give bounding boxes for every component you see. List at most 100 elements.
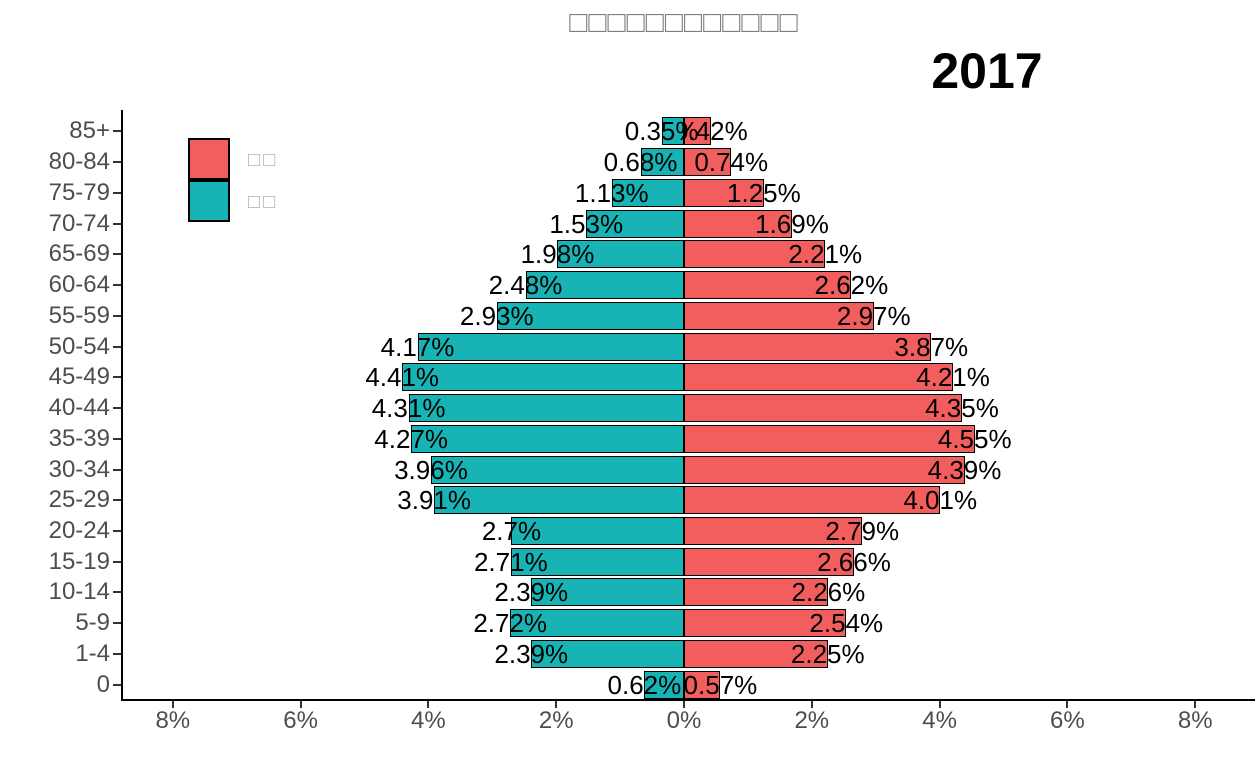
legend-label-female: □□ bbox=[248, 191, 279, 213]
bar-right-55-59 bbox=[684, 301, 874, 330]
bar-right-65-69 bbox=[684, 240, 826, 269]
bar-value-label-right-75-79: 1.25% bbox=[727, 177, 801, 208]
y-axis-label: 25-29 bbox=[48, 486, 110, 514]
bar-value-label-left-30-34: 3.96% bbox=[394, 454, 468, 485]
y-axis-tick bbox=[113, 130, 121, 133]
bar-left-35-39 bbox=[411, 424, 684, 453]
bar-value-label-left-45-49: 4.41% bbox=[365, 362, 440, 393]
bar-left-65-69 bbox=[557, 240, 684, 269]
bar-right-25-29 bbox=[684, 486, 941, 515]
y-axis-tick bbox=[113, 376, 121, 379]
y-axis-tick bbox=[113, 191, 121, 194]
bar-left-50-54 bbox=[417, 332, 684, 361]
y-axis-tick bbox=[113, 437, 121, 440]
bar-value-label-left-80-84: 0.68% bbox=[603, 147, 678, 178]
y-axis-label: 70-74 bbox=[48, 209, 110, 237]
y-axis-label: 85+ bbox=[69, 117, 110, 145]
y-axis-tick bbox=[113, 622, 121, 625]
bar-left-60-64 bbox=[525, 271, 684, 300]
bar-value-label-left-5-9: 2.72% bbox=[473, 608, 548, 639]
legend-label-male: □□ bbox=[248, 149, 279, 171]
bar-left-80-84 bbox=[640, 148, 684, 177]
y-axis-label: 40-44 bbox=[48, 394, 110, 422]
bar-value-label-right-0: 0.57% bbox=[683, 669, 758, 700]
x-axis-label: 4% bbox=[922, 707, 957, 734]
bar-value-label-left-85+: 0.35% bbox=[624, 116, 699, 147]
bar-left-1-4 bbox=[531, 639, 684, 668]
y-axis-label: 55-59 bbox=[48, 301, 110, 329]
bar-right-30-34 bbox=[684, 455, 965, 484]
x-axis-label: 6% bbox=[283, 707, 318, 734]
y-axis-label: 35-39 bbox=[48, 424, 110, 452]
y-axis-label: 50-54 bbox=[48, 332, 110, 360]
x-axis-tick bbox=[171, 701, 174, 708]
legend-key-female bbox=[188, 180, 230, 222]
bar-value-label-left-75-79: 1.13% bbox=[574, 177, 649, 208]
bar-value-label-left-1-4: 2.39% bbox=[494, 638, 569, 669]
bar-value-label-right-20-24: 2.79% bbox=[825, 515, 900, 546]
y-axis-line bbox=[121, 110, 123, 701]
bar-left-40-44 bbox=[408, 394, 684, 423]
bar-right-85+ bbox=[684, 117, 711, 146]
y-axis-label: 80-84 bbox=[48, 148, 110, 176]
bar-value-label-left-0: 0.62% bbox=[607, 669, 682, 700]
bar-value-label-right-25-29: 4.01% bbox=[903, 485, 978, 516]
bar-left-20-24 bbox=[511, 516, 684, 545]
bar-value-label-left-20-24: 2.7% bbox=[481, 515, 542, 546]
bar-left-25-29 bbox=[434, 486, 684, 515]
bar-value-label-left-10-14: 2.39% bbox=[494, 577, 569, 608]
bar-right-1-4 bbox=[684, 639, 828, 668]
x-axis-tick bbox=[1194, 701, 1197, 708]
bar-value-label-right-10-14: 2.26% bbox=[791, 577, 866, 608]
y-axis-tick bbox=[113, 407, 121, 410]
bar-left-5-9 bbox=[510, 609, 684, 638]
x-axis-label: 6% bbox=[1050, 707, 1085, 734]
bar-value-label-right-85+: 0.42% bbox=[673, 116, 748, 147]
bar-right-70-74 bbox=[684, 209, 792, 238]
bar-value-label-right-70-74: 1.69% bbox=[755, 208, 829, 239]
x-axis-tick bbox=[938, 701, 941, 708]
y-axis-label: 10-14 bbox=[48, 578, 110, 606]
bar-value-label-right-1-4: 2.25% bbox=[790, 638, 865, 669]
y-axis-tick bbox=[113, 529, 121, 532]
bar-value-label-right-5-9: 2.54% bbox=[809, 608, 884, 639]
y-axis-tick bbox=[113, 284, 121, 287]
x-axis-label: 8% bbox=[1177, 707, 1213, 734]
bar-left-55-59 bbox=[496, 301, 684, 330]
bar-left-15-19 bbox=[510, 547, 684, 576]
bar-value-label-left-40-44: 4.31% bbox=[371, 393, 446, 424]
x-axis-label: 2% bbox=[794, 707, 830, 734]
y-axis-label: 45-49 bbox=[48, 363, 110, 391]
bar-value-label-left-60-64: 2.48% bbox=[488, 270, 563, 301]
bar-right-15-19 bbox=[684, 547, 854, 576]
bar-left-0 bbox=[644, 670, 684, 699]
x-axis-label: 8% bbox=[155, 707, 191, 734]
y-axis-tick bbox=[113, 253, 121, 256]
y-axis-label: 65-69 bbox=[48, 240, 110, 268]
x-axis-tick bbox=[1066, 701, 1069, 708]
y-axis-label: 5-9 bbox=[75, 609, 110, 637]
bar-value-label-left-50-54: 4.17% bbox=[380, 331, 455, 362]
bar-right-45-49 bbox=[684, 363, 954, 392]
bar-value-label-right-15-19: 2.66% bbox=[817, 546, 891, 577]
bar-value-label-right-55-59: 2.97% bbox=[836, 300, 911, 331]
x-axis-label: 2% bbox=[538, 707, 574, 734]
y-axis-label: 1-4 bbox=[75, 639, 110, 667]
bar-value-label-right-60-64: 2.62% bbox=[814, 270, 889, 301]
bar-value-label-left-35-39: 4.27% bbox=[374, 423, 449, 454]
bar-right-5-9 bbox=[684, 609, 847, 638]
x-axis-tick bbox=[299, 701, 302, 708]
bar-value-label-left-65-69: 1.98% bbox=[520, 239, 595, 270]
year-label: 2017 bbox=[931, 43, 1043, 99]
bar-right-20-24 bbox=[684, 516, 863, 545]
bar-value-label-right-50-54: 3.87% bbox=[894, 331, 969, 362]
bar-value-label-right-80-84: 0.74% bbox=[694, 147, 769, 178]
y-axis-label: 60-64 bbox=[48, 271, 110, 299]
legend-key-male bbox=[188, 138, 230, 180]
bar-value-label-left-70-74: 1.53% bbox=[549, 208, 624, 239]
y-axis-tick bbox=[113, 499, 121, 502]
y-axis-label: 20-24 bbox=[48, 516, 110, 544]
y-axis-tick bbox=[113, 591, 121, 594]
bar-left-70-74 bbox=[586, 209, 684, 238]
y-axis-tick bbox=[113, 314, 121, 317]
